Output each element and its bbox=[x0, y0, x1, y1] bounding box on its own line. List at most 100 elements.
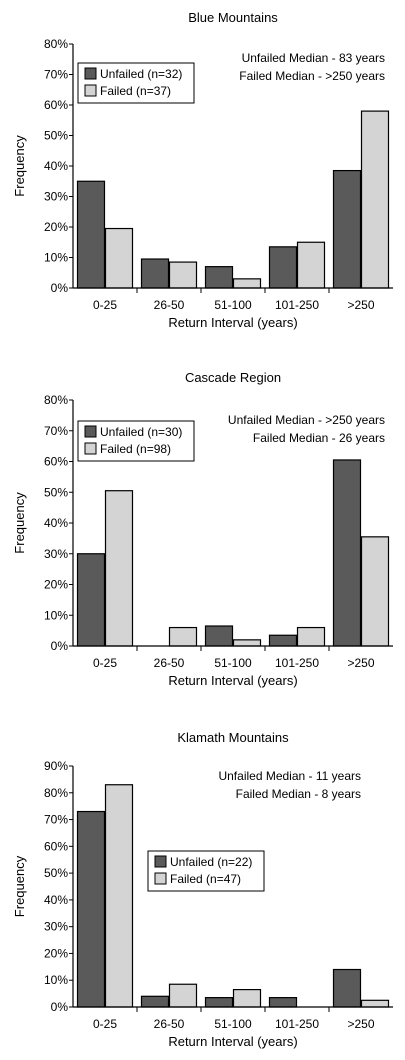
x-tick-label: 0-25 bbox=[93, 298, 117, 312]
legend-box bbox=[77, 62, 195, 104]
y-tick-label: 10% bbox=[44, 251, 68, 265]
y-tick-label: 20% bbox=[44, 578, 68, 592]
bar-failed bbox=[360, 999, 390, 1008]
x-tick-label: 0-25 bbox=[93, 656, 117, 670]
y-tick-label: 80% bbox=[44, 37, 68, 51]
bar-failed bbox=[232, 639, 262, 647]
y-tick-label: 60% bbox=[44, 455, 68, 469]
y-tick-label: 70% bbox=[44, 424, 68, 438]
x-axis-label: Return Interval (years) bbox=[168, 1034, 297, 1049]
legend-swatch-unfailed bbox=[84, 67, 97, 80]
legend-box bbox=[147, 850, 265, 892]
x-tick-label: >250 bbox=[347, 298, 374, 312]
bar-failed bbox=[296, 241, 326, 289]
y-axis-label: Frequency bbox=[12, 135, 27, 197]
y-tick-label: 30% bbox=[44, 190, 68, 204]
y-tick-label: 80% bbox=[44, 393, 68, 407]
y-tick-label: 60% bbox=[44, 98, 68, 112]
y-tick-label: 40% bbox=[44, 893, 68, 907]
x-tick-label: 101-250 bbox=[275, 1017, 319, 1031]
y-tick-label: 90% bbox=[44, 759, 68, 773]
x-tick-label: 26-50 bbox=[154, 656, 185, 670]
bar-failed bbox=[104, 784, 134, 1008]
bar-unfailed bbox=[76, 553, 106, 647]
legend: Unfailed (n=32) Failed (n=37) bbox=[77, 62, 195, 104]
y-tick-label: 10% bbox=[44, 973, 68, 987]
legend-label: Unfailed (n=32) bbox=[100, 67, 182, 81]
bar-failed bbox=[360, 110, 390, 289]
bar-unfailed bbox=[204, 997, 234, 1008]
bar-failed bbox=[296, 626, 326, 647]
legend-label: Failed (n=47) bbox=[170, 872, 241, 886]
bar-unfailed bbox=[204, 266, 234, 289]
bar-unfailed bbox=[332, 968, 362, 1008]
x-tick-label: 101-250 bbox=[275, 656, 319, 670]
legend: Unfailed (n=30) Failed (n=98) bbox=[77, 420, 195, 462]
legend-swatch-failed bbox=[84, 442, 97, 455]
y-tick-label: 0% bbox=[51, 639, 69, 653]
median-annotation: Unfailed Median - 11 years bbox=[218, 769, 361, 783]
bar-unfailed bbox=[76, 180, 106, 289]
legend: Unfailed (n=22) Failed (n=47) bbox=[147, 850, 265, 892]
x-tick-label: 26-50 bbox=[154, 1017, 185, 1031]
y-tick-label: 40% bbox=[44, 159, 68, 173]
legend-swatch-unfailed bbox=[154, 855, 167, 868]
bar-failed bbox=[104, 490, 134, 647]
y-tick-label: 0% bbox=[51, 1000, 69, 1014]
bar-unfailed bbox=[140, 258, 170, 289]
median-annotation: Failed Median - >250 years bbox=[239, 69, 385, 83]
y-tick-label: 70% bbox=[44, 68, 68, 82]
y-tick-label: 70% bbox=[44, 813, 68, 827]
chart-panel: Klamath Mountains 0% 10% 20% 30% 40% 50% 60% 70%… bbox=[12, 730, 393, 1049]
chart-title: Klamath Mountains bbox=[177, 730, 289, 745]
bar-failed bbox=[232, 988, 262, 1008]
bar-failed bbox=[168, 261, 198, 289]
median-annotation: Unfailed Median - >250 years bbox=[228, 413, 385, 427]
chart-panel: Blue Mountains 0% 10% 20% 30% 40% 50% 60% 70% 80%… bbox=[12, 10, 393, 330]
y-tick-label: 30% bbox=[44, 547, 68, 561]
x-tick-label: >250 bbox=[347, 656, 374, 670]
y-tick-label: 50% bbox=[44, 129, 68, 143]
legend-box bbox=[77, 420, 195, 462]
x-tick-label: 51-100 bbox=[214, 1017, 252, 1031]
x-tick-label: 26-50 bbox=[154, 298, 185, 312]
bar-unfailed bbox=[268, 246, 298, 289]
bar-failed bbox=[104, 227, 134, 289]
y-axis-label: Frequency bbox=[12, 855, 27, 917]
y-tick-label: 0% bbox=[51, 281, 69, 295]
x-tick-label: 51-100 bbox=[214, 656, 252, 670]
bar-unfailed bbox=[204, 625, 234, 647]
legend-label: Failed (n=37) bbox=[100, 84, 171, 98]
x-tick-label: 51-100 bbox=[214, 298, 252, 312]
legend-label: Unfailed (n=22) bbox=[170, 855, 252, 869]
legend-label: Unfailed (n=30) bbox=[100, 425, 182, 439]
legend-swatch-failed bbox=[154, 872, 167, 885]
y-axis-label: Frequency bbox=[12, 492, 27, 554]
bar-unfailed bbox=[332, 169, 362, 289]
y-tick-label: 20% bbox=[44, 946, 68, 960]
legend-swatch-failed bbox=[84, 84, 97, 97]
x-tick-label: >250 bbox=[347, 1017, 374, 1031]
chart-title: Cascade Region bbox=[185, 370, 281, 385]
y-tick-label: 30% bbox=[44, 920, 68, 934]
bar-unfailed bbox=[76, 810, 106, 1008]
y-tick-label: 40% bbox=[44, 516, 68, 530]
bar-unfailed bbox=[140, 995, 170, 1008]
chart-title: Blue Mountains bbox=[188, 10, 278, 25]
y-tick-label: 50% bbox=[44, 485, 68, 499]
y-tick-label: 80% bbox=[44, 786, 68, 800]
x-tick-label: 0-25 bbox=[93, 1017, 117, 1031]
median-annotation: Failed Median - 26 years bbox=[253, 431, 385, 445]
x-axis-label: Return Interval (years) bbox=[168, 315, 297, 330]
legend-swatch-unfailed bbox=[84, 425, 97, 438]
y-tick-label: 20% bbox=[44, 220, 68, 234]
y-tick-label: 10% bbox=[44, 608, 68, 622]
median-annotation: Failed Median - 8 years bbox=[236, 787, 361, 801]
bar-unfailed bbox=[268, 634, 298, 647]
bar-failed bbox=[232, 278, 262, 289]
chart-panel: Cascade Region 0% 10% 20% 30% 40% 50% 60% 70% 80%… bbox=[12, 370, 393, 688]
y-tick-label: 60% bbox=[44, 839, 68, 853]
legend-label: Failed (n=98) bbox=[100, 442, 171, 456]
bar-failed bbox=[168, 626, 198, 647]
bar-unfailed bbox=[268, 997, 298, 1008]
